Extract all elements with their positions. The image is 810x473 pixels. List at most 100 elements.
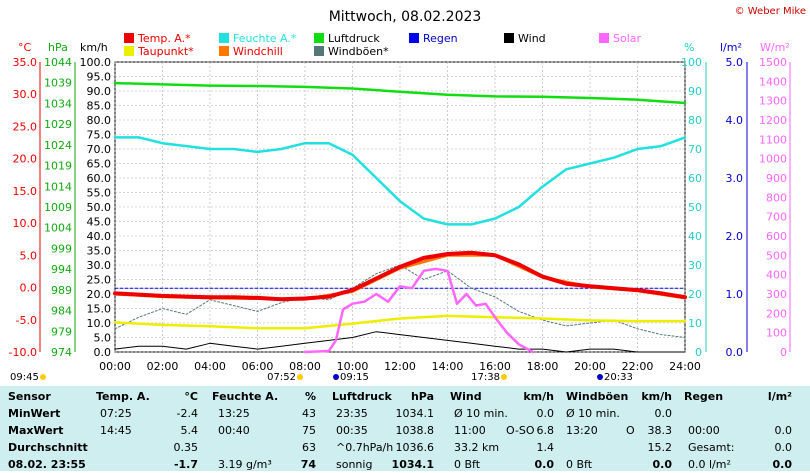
tick-label-solar: 200: [766, 307, 787, 320]
tick-label-hum: 100: [681, 56, 702, 69]
tick-label-time: 14:00: [432, 360, 464, 373]
stats-cell-p-val: 1034.1: [391, 458, 434, 471]
legend-swatch-chill: [219, 46, 229, 56]
stats-cell-h-val: 63: [302, 441, 316, 454]
stats-cell-label: MinWert: [8, 407, 61, 420]
tick-label-solar: 1500: [759, 56, 787, 69]
event-marker-icon: [597, 374, 603, 380]
legend-swatch-wind: [504, 33, 514, 43]
unit-hum: %: [684, 41, 694, 54]
stats-header-press-unit: hPa: [410, 390, 434, 403]
stats-cell-w-time: 11:00: [454, 424, 486, 437]
x-axis: 00:00 02:00 04:00 06:00 08:00 10:00 12:00 14:00…: [99, 360, 701, 373]
tick-label-press: 1004: [44, 222, 72, 235]
stats-header-hum-unit: %: [304, 390, 316, 403]
tick-label-press: 1019: [44, 160, 72, 173]
tick-label-wind: 85.0: [87, 100, 112, 113]
event-time-label: 07:52: [267, 372, 296, 383]
legend-swatch-hum: [219, 33, 229, 43]
stats-cell-p-time: 00:35: [336, 424, 368, 437]
event-marker-icon: [297, 374, 303, 380]
series-line-solar: [303, 267, 535, 354]
tick-label-time: 22:00: [622, 360, 654, 373]
stats-cell-h-val: 75: [302, 424, 316, 437]
series-line-feuchtea: [113, 136, 687, 226]
series-layer: [113, 81, 687, 354]
tick-label-hum: 50: [688, 201, 702, 214]
tick-label-wind: 100.0: [80, 56, 112, 69]
tick-label-hum: 0: [695, 346, 702, 359]
tick-label-rain: 3.0: [726, 172, 744, 185]
stats-cell-w-val: 6.8: [536, 424, 555, 437]
tick-label-time: 18:00: [527, 360, 559, 373]
tick-label-time: 16:00: [479, 360, 511, 373]
tick-label-hum: 10: [688, 317, 702, 330]
tick-label-solar: 300: [766, 288, 787, 301]
series-line-taupunkt: [113, 314, 687, 330]
tick-label-press: 1034: [44, 97, 72, 110]
tick-label-wind: 15.0: [87, 303, 112, 316]
stats-cell-label: MaxWert: [8, 424, 64, 437]
stats-cell-label: Durchschnitt: [8, 441, 88, 454]
tick-label-hum: 90: [688, 85, 702, 98]
tick-label-wind: 40.0: [87, 230, 112, 243]
legend-swatch-dew: [124, 46, 134, 56]
stats-header-sensor: Sensor: [8, 390, 51, 403]
series-line-wind: [114, 331, 686, 353]
legend-label-press: Luftdruck: [328, 32, 380, 45]
event-markers: 09:45 07:52 09:15 17:38 20:33: [10, 372, 633, 383]
stats-cell-h-time: 3.19 g/m³: [218, 458, 272, 471]
stats-cell-g-val: 0.0: [654, 407, 673, 420]
event-time-label: 20:33: [604, 372, 633, 383]
tick-label-wind: 65.0: [87, 158, 112, 171]
tick-label-solar: 1000: [759, 153, 787, 166]
tick-label-hum: 80: [688, 114, 702, 127]
stats-cell-t-val: -2.4: [176, 407, 198, 420]
tick-label-press: 984: [51, 305, 72, 318]
copyright-text: © Weber Mike: [735, 6, 806, 17]
legend-label-dew: Taupunkt*: [137, 45, 194, 58]
right-axes: 10090807060504030201005.04.03.02.01.00.0…: [681, 56, 791, 359]
tick-label-press: 1039: [44, 77, 72, 90]
stats-cell-w-val: 0.0: [536, 407, 555, 420]
tick-label-time: 06:00: [242, 360, 274, 373]
tick-label-press: 1044: [44, 56, 72, 69]
stats-cell-r-time: 0.0 l/m²: [688, 458, 731, 471]
tick-label-press: 999: [51, 242, 72, 255]
tick-label-press: 1024: [44, 139, 72, 152]
tick-label-hum: 40: [688, 230, 702, 243]
legend-label-chill: Windchill: [233, 45, 283, 58]
legend-label-wind: Wind: [518, 32, 546, 45]
stats-header-wind-unit: km/h: [523, 390, 554, 403]
tick-label-solar: 100: [766, 327, 787, 340]
tick-label-rain: 2.0: [726, 230, 744, 243]
tick-label-wind: 80.0: [87, 114, 112, 127]
stats-cell-p-val: 1038.8: [395, 424, 435, 437]
tick-label-press: 974: [51, 346, 72, 359]
tick-label-solar: 700: [766, 211, 787, 224]
stats-cell-r-val: 0.0: [774, 441, 793, 454]
tick-label-press: 1009: [44, 201, 72, 214]
legend-swatch-rain: [409, 33, 419, 43]
legend-label-temp: Temp. A.*: [137, 32, 191, 45]
legend-swatch-gust: [314, 46, 324, 56]
stats-cell-t-time: 07:25: [100, 407, 132, 420]
tick-label-wind: 55.0: [87, 187, 112, 200]
tick-label-press: 994: [51, 263, 72, 276]
stats-header-wind: Wind: [450, 390, 482, 403]
stats-cell-h-val: 43: [302, 407, 316, 420]
tick-label-time: 10:00: [337, 360, 369, 373]
tick-label-time: 02:00: [147, 360, 179, 373]
tick-label-hum: 60: [688, 172, 702, 185]
tick-label-time: 08:00: [289, 360, 321, 373]
stats-cell-g-val: 38.3: [647, 424, 673, 437]
stats-header-press: Luftdruck: [332, 390, 392, 403]
tick-label-rain: 5.0: [726, 56, 744, 69]
tick-label-temp: 15.0: [13, 185, 38, 198]
unit-temp: °C: [18, 41, 32, 54]
stats-cell-p-time: 23:35: [336, 407, 368, 420]
tick-label-temp: 20.0: [13, 153, 38, 166]
tick-label-time: 12:00: [384, 360, 416, 373]
stats-cell-r-time: Gesamt:: [688, 441, 735, 454]
tick-label-time: 20:00: [574, 360, 606, 373]
